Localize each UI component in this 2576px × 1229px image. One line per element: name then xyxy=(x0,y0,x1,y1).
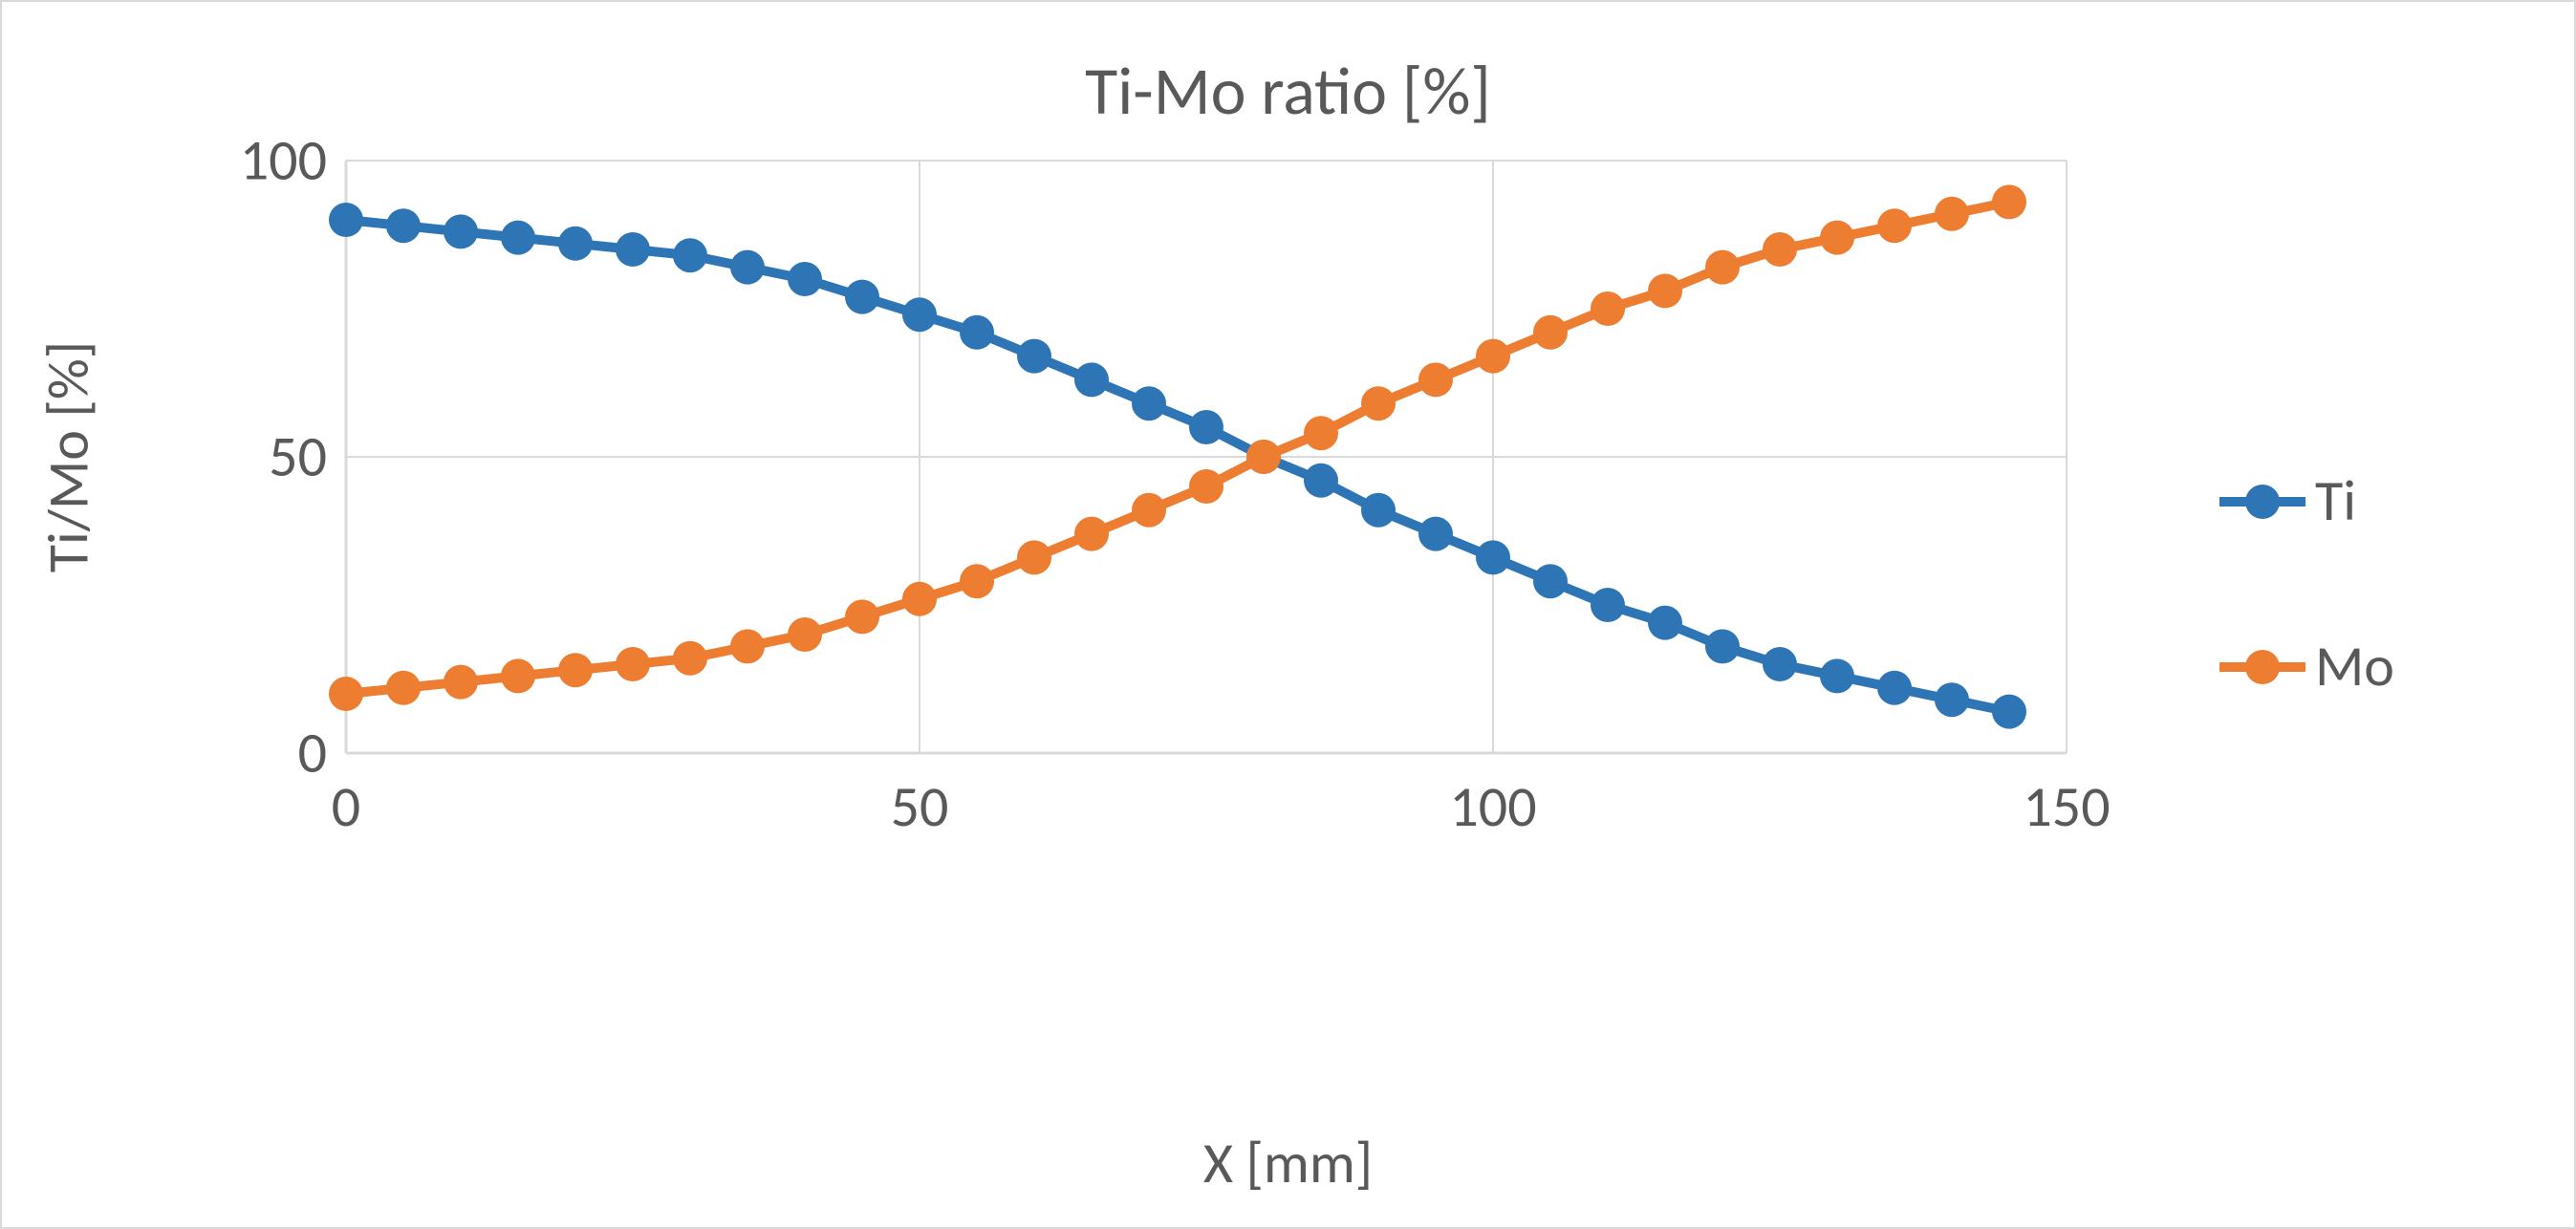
x-tick-label: 150 xyxy=(2023,753,2110,842)
series-marker-Mo xyxy=(1074,517,1109,551)
series-marker-Mo xyxy=(501,658,535,693)
series-line-Mo xyxy=(346,202,2009,694)
series-marker-Mo xyxy=(845,599,879,634)
legend: Ti Mo xyxy=(2219,466,2394,701)
x-tick-label: 0 xyxy=(332,753,360,842)
x-axis-label: X [mm] xyxy=(1203,1129,1373,1198)
series-marker-Mo xyxy=(1476,339,1510,374)
series-marker-Ti xyxy=(1418,517,1453,551)
series-marker-Ti xyxy=(1877,671,1912,705)
series-marker-Ti xyxy=(1304,464,1338,498)
series-marker-Mo xyxy=(1763,232,1797,267)
series-marker-Mo xyxy=(1648,273,1682,308)
series-marker-Mo xyxy=(1877,208,1912,243)
series-marker-Ti xyxy=(1820,658,1854,693)
series-marker-Mo xyxy=(1132,493,1166,528)
legend-label: Ti xyxy=(2315,466,2356,536)
y-tick-label: 100 xyxy=(240,126,346,196)
series-marker-Ti xyxy=(1132,386,1166,420)
x-tick-label: 50 xyxy=(891,753,949,842)
series-marker-Mo xyxy=(902,582,937,616)
chart-container: Ti-Mo ratio [%] Ti/Mo [%] 05010005010015… xyxy=(0,0,2576,1229)
legend-marker-icon xyxy=(2245,485,2280,519)
series-marker-Ti xyxy=(1533,564,1568,598)
series-marker-Ti xyxy=(386,208,421,243)
series-marker-Ti xyxy=(1074,362,1109,397)
series-marker-Ti xyxy=(902,297,937,332)
series-marker-Ti xyxy=(558,226,593,261)
series-line-Ti xyxy=(346,220,2009,712)
series-marker-Ti xyxy=(960,315,994,350)
legend-marker-icon xyxy=(2245,650,2280,684)
series-marker-Mo xyxy=(1992,184,2026,219)
series-marker-Mo xyxy=(329,677,363,711)
plot-area: 050100050100150 xyxy=(346,161,2067,753)
series-marker-Mo xyxy=(1246,440,1281,474)
series-marker-Ti xyxy=(1361,493,1396,528)
series-marker-Ti xyxy=(1992,695,2026,729)
series-marker-Ti xyxy=(1189,410,1223,444)
series-marker-Ti xyxy=(329,203,363,237)
series-marker-Mo xyxy=(1935,197,1969,231)
series-marker-Mo xyxy=(788,617,822,652)
series-marker-Mo xyxy=(730,629,765,663)
series-marker-Mo xyxy=(1591,291,1625,326)
legend-item-Mo: Mo xyxy=(2219,632,2394,701)
series-marker-Mo xyxy=(616,647,650,681)
series-marker-Ti xyxy=(501,221,535,255)
series-marker-Ti xyxy=(1591,588,1625,622)
x-tick-label: 100 xyxy=(1449,753,1536,842)
series-marker-Ti xyxy=(1476,540,1510,574)
series-marker-Mo xyxy=(1820,221,1854,255)
series-marker-Ti xyxy=(1705,629,1740,663)
series-marker-Ti xyxy=(444,214,478,248)
series-marker-Mo xyxy=(960,564,994,598)
series-marker-Ti xyxy=(616,232,650,267)
chart-title: Ti-Mo ratio [%] xyxy=(31,50,2545,132)
series-marker-Mo xyxy=(558,653,593,687)
series-marker-Mo xyxy=(1304,416,1338,450)
y-axis-label: Ti/Mo [%] xyxy=(34,341,104,572)
series-marker-Ti xyxy=(845,280,879,314)
series-marker-Mo xyxy=(1017,540,1051,574)
series-marker-Ti xyxy=(788,262,822,296)
y-tick-label: 50 xyxy=(269,422,346,492)
data-series xyxy=(346,161,2067,753)
series-marker-Mo xyxy=(1705,250,1740,285)
series-marker-Ti xyxy=(730,250,765,285)
series-marker-Mo xyxy=(386,671,421,705)
legend-label: Mo xyxy=(2315,632,2394,701)
series-marker-Mo xyxy=(1418,362,1453,397)
series-marker-Ti xyxy=(1935,682,1969,717)
series-marker-Mo xyxy=(1533,315,1568,350)
series-marker-Mo xyxy=(1361,386,1396,420)
chart-body: Ti/Mo [%] 050100050100150 Ti Mo xyxy=(31,161,2545,1166)
series-marker-Ti xyxy=(673,238,707,272)
legend-line-icon xyxy=(2219,497,2305,507)
series-marker-Ti xyxy=(1017,339,1051,374)
series-marker-Mo xyxy=(444,665,478,700)
legend-line-icon xyxy=(2219,662,2305,672)
series-marker-Ti xyxy=(1763,647,1797,681)
series-marker-Ti xyxy=(1648,606,1682,640)
legend-item-Ti: Ti xyxy=(2219,466,2394,536)
series-marker-Mo xyxy=(673,641,707,676)
series-marker-Mo xyxy=(1189,469,1223,504)
